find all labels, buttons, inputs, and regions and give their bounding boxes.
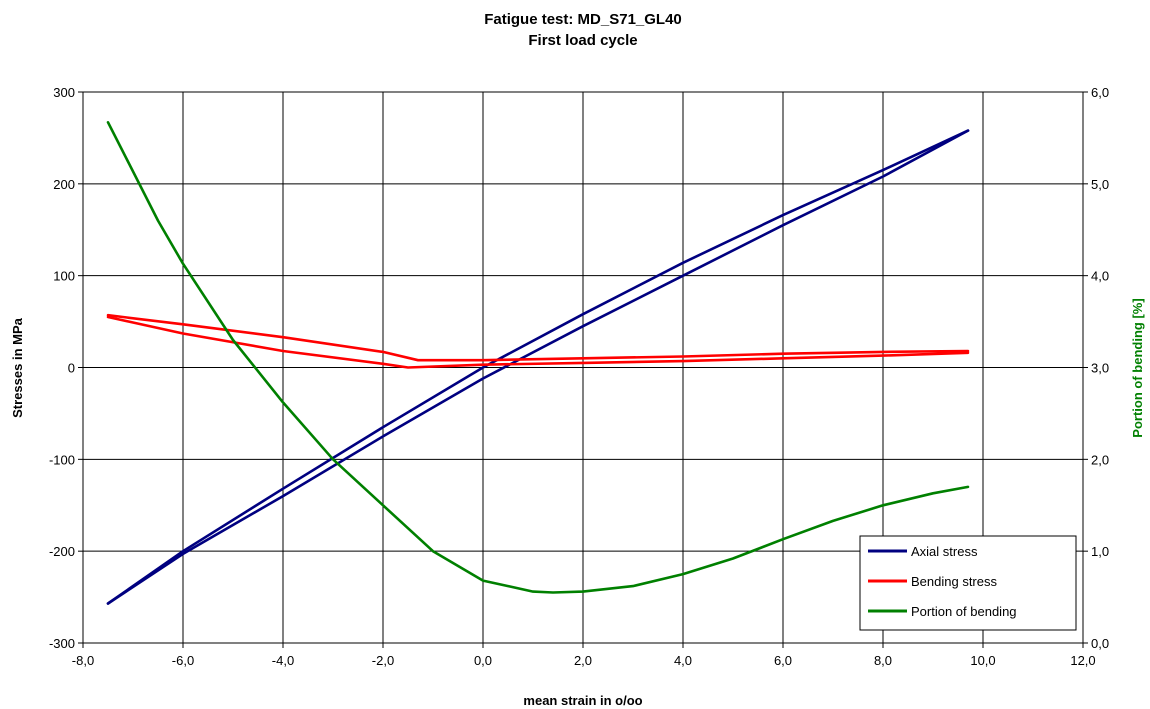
x-tick-label: 12,0 [1070,653,1095,668]
x-tick-label: 2,0 [574,653,592,668]
x-tick-label: -4,0 [272,653,294,668]
legend-item-bending: Bending stress [868,574,997,589]
y-tick-label: 100 [53,269,75,284]
y2-tick-label: 0,0 [1091,636,1109,651]
x-tick-label: -8,0 [72,653,94,668]
legend-label-bending: Bending stress [911,574,997,589]
y-tick-label: -300 [49,636,75,651]
legend-label-axial: Axial stress [911,544,978,559]
series-portion-of-bending [106,121,970,594]
y-tick-label: -100 [49,452,75,467]
chart-subtitle: First load cycle [528,32,637,49]
x-tick-label: -6,0 [172,653,194,668]
y2-tick-label: 2,0 [1091,452,1109,467]
legend: Axial stress Bending stress Portion of b… [859,535,1077,631]
y-tick-label: 300 [53,85,75,100]
series-axial-stress [106,129,970,605]
legend-item-axial: Axial stress [868,544,978,559]
x-axis-ticks: -8,0 -6,0 -4,0 -2,0 0,0 2,0 4,0 6,0 8,0 10,0 12,0 [72,643,1096,668]
titles: Fatigue test: MD_S71_GL40 First load cyc… [484,11,682,49]
y2-tick-label: 1,0 [1091,544,1109,559]
series-axial-stress-loading [106,129,970,605]
y-tick-label: -200 [49,544,75,559]
x-tick-label: -2,0 [372,653,394,668]
legend-label-portion: Portion of bending [911,604,1017,619]
series-portion-of-bending-line [106,121,970,594]
x-tick-label: 0,0 [474,653,492,668]
legend-item-portion: Portion of bending [868,604,1017,619]
y2-axis-label: Portion of bending [%] [1130,298,1145,437]
y2-tick-label: 6,0 [1091,85,1109,100]
x-axis-label: mean strain in o/oo [523,693,642,708]
y-axis-label: Stresses in MPa [10,317,25,417]
y2-tick-label: 4,0 [1091,269,1109,284]
series-axial-stress-unloading [106,129,970,605]
series-bending-stress-loading [106,313,970,362]
x-tick-label: 4,0 [674,653,692,668]
y2-tick-label: 5,0 [1091,177,1109,192]
y-tick-label: 0 [68,361,75,376]
series-bending-stress-unloading [106,315,970,369]
series-group [106,121,970,605]
y2-tick-label: 3,0 [1091,361,1109,376]
chart-title: Fatigue test: MD_S71_GL40 [484,11,682,28]
x-tick-label: 8,0 [874,653,892,668]
y2-axis-ticks: 0,0 1,0 2,0 3,0 4,0 5,0 6,0 [1083,85,1109,651]
x-tick-label: 6,0 [774,653,792,668]
y-axis-ticks: -300 -200 -100 0 100 200 300 [49,85,83,651]
series-bending-stress [106,313,970,369]
y-tick-label: 200 [53,177,75,192]
x-tick-label: 10,0 [970,653,995,668]
